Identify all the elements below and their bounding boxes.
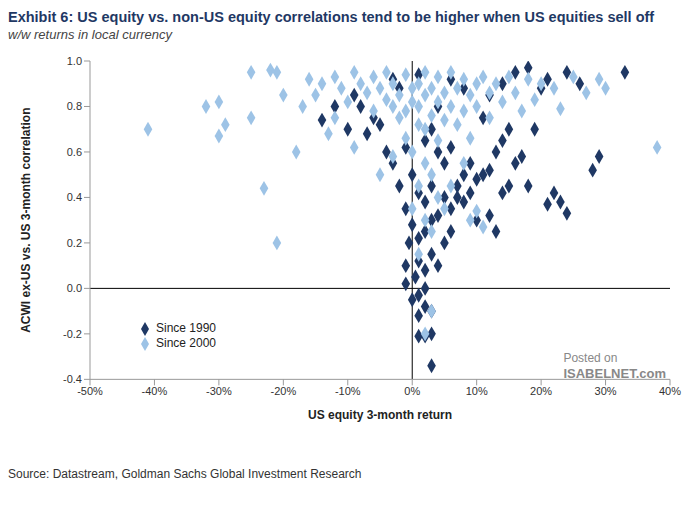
svg-text:0.4: 0.4 — [67, 191, 82, 203]
svg-text:-40%: -40% — [142, 385, 168, 397]
svg-text:US equity 3-month return: US equity 3-month return — [308, 408, 452, 422]
html-text:Source: Datastream, Goldman Sa: Source: Datastream, Goldman Sachs Global… — [8, 467, 362, 481]
svg-text:-0.4: -0.4 — [63, 373, 82, 385]
svg-text:-0.2: -0.2 — [63, 328, 82, 340]
svg-text:30%: 30% — [595, 385, 617, 397]
svg-text:-10%: -10% — [335, 385, 361, 397]
html-text:Exhibit 6: US equity vs. non-U: Exhibit 6: US equity vs. non-US equity c… — [8, 9, 655, 25]
svg-text:0.0: 0.0 — [67, 282, 82, 294]
html-text:w/w returns in local currency: w/w returns in local currency — [8, 27, 172, 42]
html-text:Posted on: Posted on — [563, 351, 618, 365]
svg-text:ACWI ex-US vs. US 3-month corr: ACWI ex-US vs. US 3-month correlation — [19, 107, 33, 332]
svg-text:0.8: 0.8 — [67, 100, 82, 112]
html-text:ISABELNET.com: ISABELNET.com — [563, 366, 666, 381]
svg-text:-30%: -30% — [206, 385, 232, 397]
svg-text:-20%: -20% — [270, 385, 296, 397]
html-text:Since 1990: Since 1990 — [156, 321, 216, 335]
svg-text:1.0: 1.0 — [67, 55, 82, 67]
svg-text:0.2: 0.2 — [67, 237, 82, 249]
svg-text:-50%: -50% — [77, 385, 103, 397]
svg-text:10%: 10% — [466, 385, 488, 397]
html-text:Since 2000: Since 2000 — [156, 335, 216, 350]
svg-text:0%: 0% — [404, 385, 420, 397]
svg-text:40%: 40% — [659, 385, 681, 397]
svg-text:20%: 20% — [530, 385, 552, 397]
svg-text:0.6: 0.6 — [67, 146, 82, 158]
